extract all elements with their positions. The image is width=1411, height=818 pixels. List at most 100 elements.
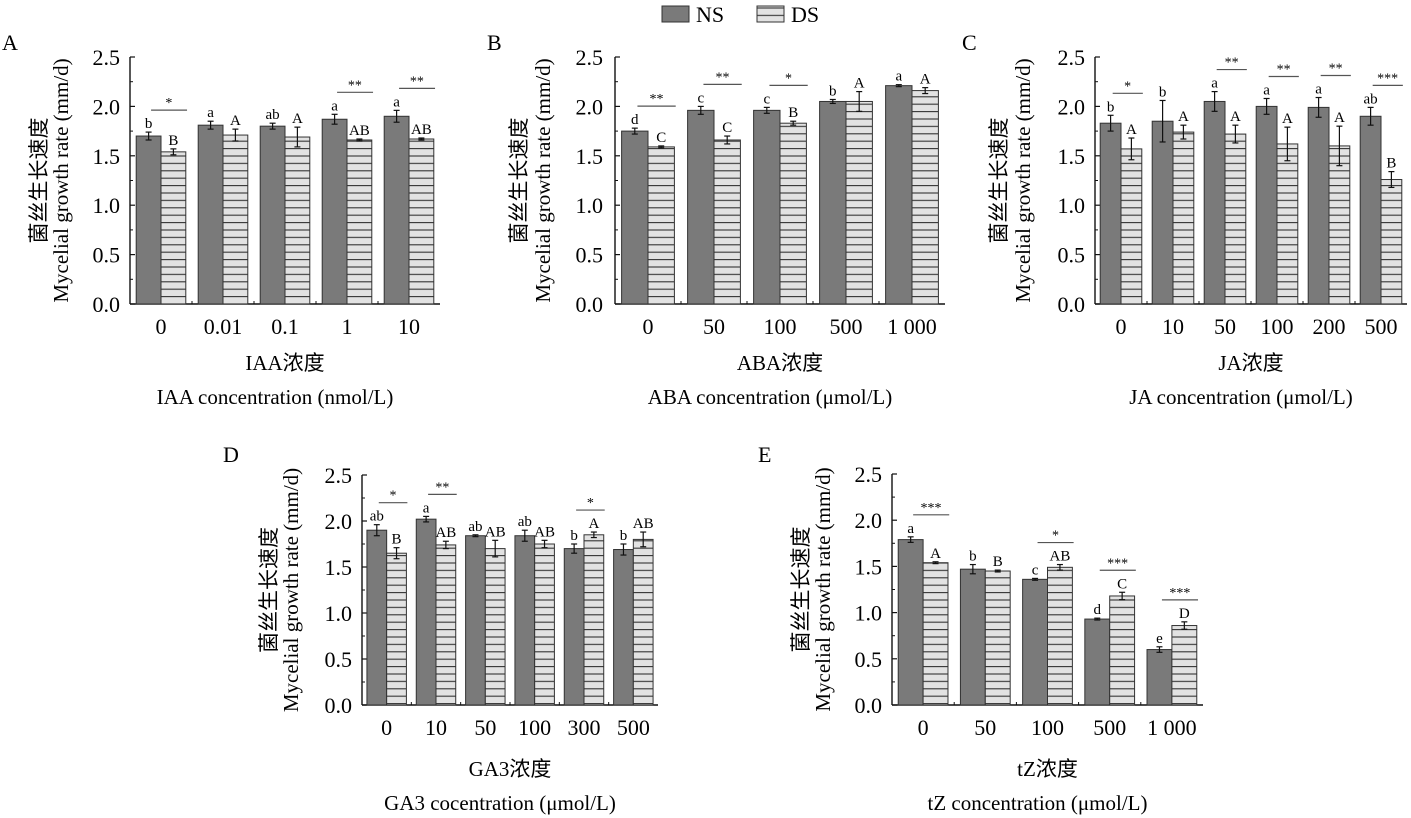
significance-letter: C bbox=[656, 130, 666, 146]
y-tick-label: 2.5 bbox=[93, 45, 121, 70]
significance-letter: A bbox=[230, 113, 241, 129]
bar-ns bbox=[465, 535, 486, 706]
x-tick-label: 0 bbox=[643, 314, 654, 339]
y-tick-label: 1.5 bbox=[93, 144, 121, 169]
bar-ds bbox=[1276, 143, 1299, 305]
significance-letter: a bbox=[331, 98, 338, 114]
significance-letter: a bbox=[393, 94, 400, 110]
significance-stars: *** bbox=[1377, 71, 1398, 86]
significance-letter: A bbox=[1126, 122, 1137, 138]
significance-letter: AB bbox=[633, 516, 654, 532]
legend-label-ds: DS bbox=[791, 2, 819, 27]
x-tick-label: 0.1 bbox=[271, 314, 299, 339]
legend-swatch-ns bbox=[661, 5, 690, 23]
bar-ns bbox=[613, 549, 634, 706]
y-axis-title-cn: 菌丝生长速度 bbox=[257, 527, 281, 653]
significance-letter: A bbox=[920, 72, 931, 88]
y-tick-label: 0.5 bbox=[855, 647, 883, 672]
bar-ns bbox=[687, 109, 715, 305]
legend-label-ns: NS bbox=[696, 2, 724, 27]
y-axis-title-en: Mycelial growth rate (mm/d) bbox=[1011, 58, 1035, 302]
significance-stars: * bbox=[785, 71, 792, 86]
bar-ds bbox=[160, 151, 187, 305]
x-axis-title-cn: IAA浓度 bbox=[245, 351, 324, 375]
y-tick-label: 1.0 bbox=[93, 193, 121, 218]
x-tick-label: 300 bbox=[568, 715, 601, 740]
x-tick-label: 10 bbox=[1162, 314, 1184, 339]
y-tick-label: 2.5 bbox=[325, 463, 353, 488]
significance-letter: b bbox=[1107, 99, 1115, 115]
significance-letter: ab bbox=[518, 514, 532, 530]
bar-ds bbox=[984, 570, 1011, 706]
y-tick-label: 0.0 bbox=[1058, 292, 1086, 317]
y-tick-label: 1.5 bbox=[1058, 144, 1086, 169]
significance-letter: B bbox=[168, 133, 178, 149]
significance-letter: b bbox=[570, 528, 578, 544]
significance-letter: b bbox=[1159, 84, 1167, 100]
panel-b: B 0.0 0.5 1.0 1.5 2.0 2.5 菌丝生长速度 Mycelial growth… bbox=[487, 30, 945, 409]
significance-stars: * bbox=[389, 489, 396, 504]
significance-letter: A bbox=[930, 546, 941, 562]
significance-letter: AB bbox=[534, 524, 555, 540]
bar-ds bbox=[632, 538, 654, 706]
bar-ns bbox=[1151, 120, 1174, 305]
x-tick-label: 50 bbox=[474, 715, 496, 740]
x-tick-label: 100 bbox=[518, 715, 551, 740]
x-axis-title-en: JA concentration (μmol/L) bbox=[1129, 385, 1353, 409]
bar-ds bbox=[435, 544, 457, 706]
significance-letter: C bbox=[722, 120, 732, 136]
y-axis-title-en: Mycelial growth rate (mm/d) bbox=[279, 468, 303, 712]
bar-ns bbox=[366, 529, 388, 706]
x-tick-label: 500 bbox=[830, 314, 863, 339]
x-axis-title-en: tZ concentration (μmol/L) bbox=[927, 791, 1147, 815]
y-tick-label: 2.0 bbox=[576, 94, 604, 119]
y-tick-label: 0.0 bbox=[576, 292, 604, 317]
legend: NS DS bbox=[661, 2, 819, 27]
significance-letter: A bbox=[292, 111, 303, 127]
significance-letter: D bbox=[1179, 606, 1190, 622]
bar-ns bbox=[1255, 105, 1278, 305]
bar-ds bbox=[713, 139, 741, 305]
bar-ns bbox=[885, 85, 913, 305]
significance-stars: ** bbox=[649, 92, 663, 107]
x-tick-label: 0 bbox=[1116, 314, 1127, 339]
significance-letter: b bbox=[969, 549, 977, 565]
y-tick-label: 0.5 bbox=[576, 243, 604, 268]
significance-letter: AB bbox=[485, 524, 506, 540]
x-tick-label: 200 bbox=[1313, 314, 1346, 339]
significance-stars: ** bbox=[715, 70, 729, 85]
significance-letter: B bbox=[392, 532, 402, 548]
bar-ds bbox=[779, 122, 807, 305]
significance-letter: c bbox=[1032, 562, 1039, 578]
significance-stars: ** bbox=[1277, 62, 1291, 77]
bar-ns bbox=[1146, 649, 1173, 706]
bar-ns bbox=[1203, 100, 1226, 305]
significance-letter: a bbox=[907, 521, 914, 537]
x-tick-label: 50 bbox=[1214, 314, 1236, 339]
x-axis-title-cn: ABA浓度 bbox=[737, 351, 823, 375]
bar-ds bbox=[647, 146, 675, 305]
bar-ns bbox=[753, 109, 781, 305]
significance-letter: a bbox=[207, 105, 214, 121]
y-tick-label: 1.0 bbox=[1058, 193, 1086, 218]
x-tick-label: 0.01 bbox=[204, 314, 243, 339]
x-axis-title-en: GA3 cocentration (μmol/L) bbox=[384, 791, 616, 815]
bar-ds bbox=[1171, 625, 1198, 706]
bar-ns bbox=[321, 118, 348, 305]
bar-ds bbox=[1120, 148, 1143, 305]
x-axis-title-en: ABA concentration (μmol/L) bbox=[648, 385, 893, 409]
bar-ds bbox=[1380, 179, 1403, 305]
bar-ds bbox=[1047, 566, 1073, 706]
significance-letter: b bbox=[620, 528, 628, 544]
y-axis-title-cn: 菌丝生长速度 bbox=[987, 118, 1011, 244]
y-tick-label: 0.0 bbox=[855, 693, 883, 718]
bar-ns bbox=[1022, 578, 1048, 706]
x-tick-label: 50 bbox=[703, 314, 725, 339]
significance-stars: *** bbox=[921, 501, 942, 516]
y-tick-label: 2.0 bbox=[325, 509, 353, 534]
significance-letter: a bbox=[1263, 82, 1270, 98]
x-tick-label: 50 bbox=[974, 715, 996, 740]
significance-letter: a bbox=[1211, 76, 1218, 92]
